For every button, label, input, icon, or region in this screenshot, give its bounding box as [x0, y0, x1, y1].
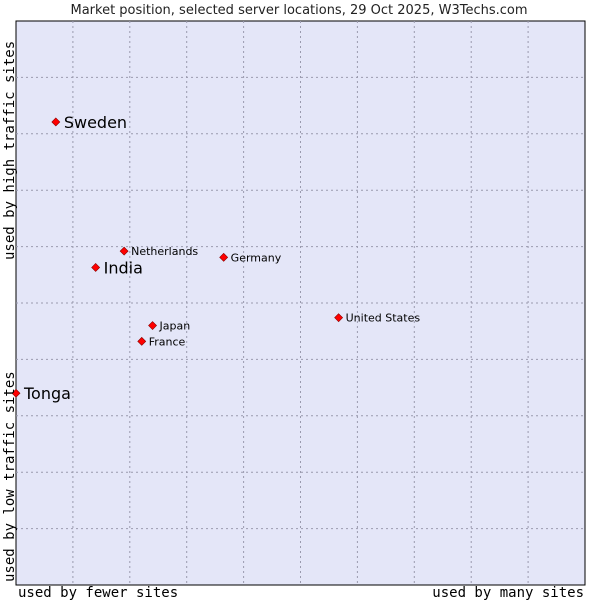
point-label-sweden: Sweden	[64, 113, 127, 132]
point-label-tonga: Tonga	[23, 384, 71, 403]
point-marker-netherlands	[119, 246, 129, 256]
y-axis-label-top: used by high traffic sites	[2, 41, 18, 260]
data-point-united-states: United States	[334, 312, 421, 325]
data-point-sweden: Sweden	[51, 113, 127, 132]
chart-title: Market position, selected server locatio…	[70, 3, 527, 18]
x-axis-label-left: used by fewer sites	[18, 585, 178, 600]
point-marker-india	[91, 263, 101, 272]
point-label-united-states: United States	[346, 312, 421, 325]
point-label-germany: Germany	[231, 251, 282, 264]
point-marker-tonga	[11, 388, 21, 398]
data-point-india: India	[91, 258, 143, 277]
point-marker-united-states	[334, 313, 344, 323]
data-point-netherlands: Netherlands	[119, 245, 198, 258]
data-points: Sweden India Tonga Netherlands Germany United…	[11, 113, 421, 403]
data-point-tonga: Tonga	[11, 384, 71, 403]
point-label-netherlands: Netherlands	[131, 245, 198, 258]
point-marker-france	[137, 336, 147, 346]
y-axis-label-bottom: used by low traffic sites	[2, 371, 18, 582]
point-marker-japan	[148, 321, 157, 330]
point-marker-sweden	[51, 117, 61, 127]
point-label-india: India	[104, 258, 143, 277]
data-point-japan: Japan	[148, 320, 191, 333]
grid-lines	[16, 21, 585, 585]
x-axis-label-right: used by many sites	[432, 585, 584, 600]
point-marker-germany	[219, 252, 229, 262]
data-point-france: France	[137, 335, 186, 348]
point-label-japan: Japan	[159, 320, 191, 333]
point-label-france: France	[149, 335, 186, 348]
data-point-germany: Germany	[219, 251, 282, 264]
